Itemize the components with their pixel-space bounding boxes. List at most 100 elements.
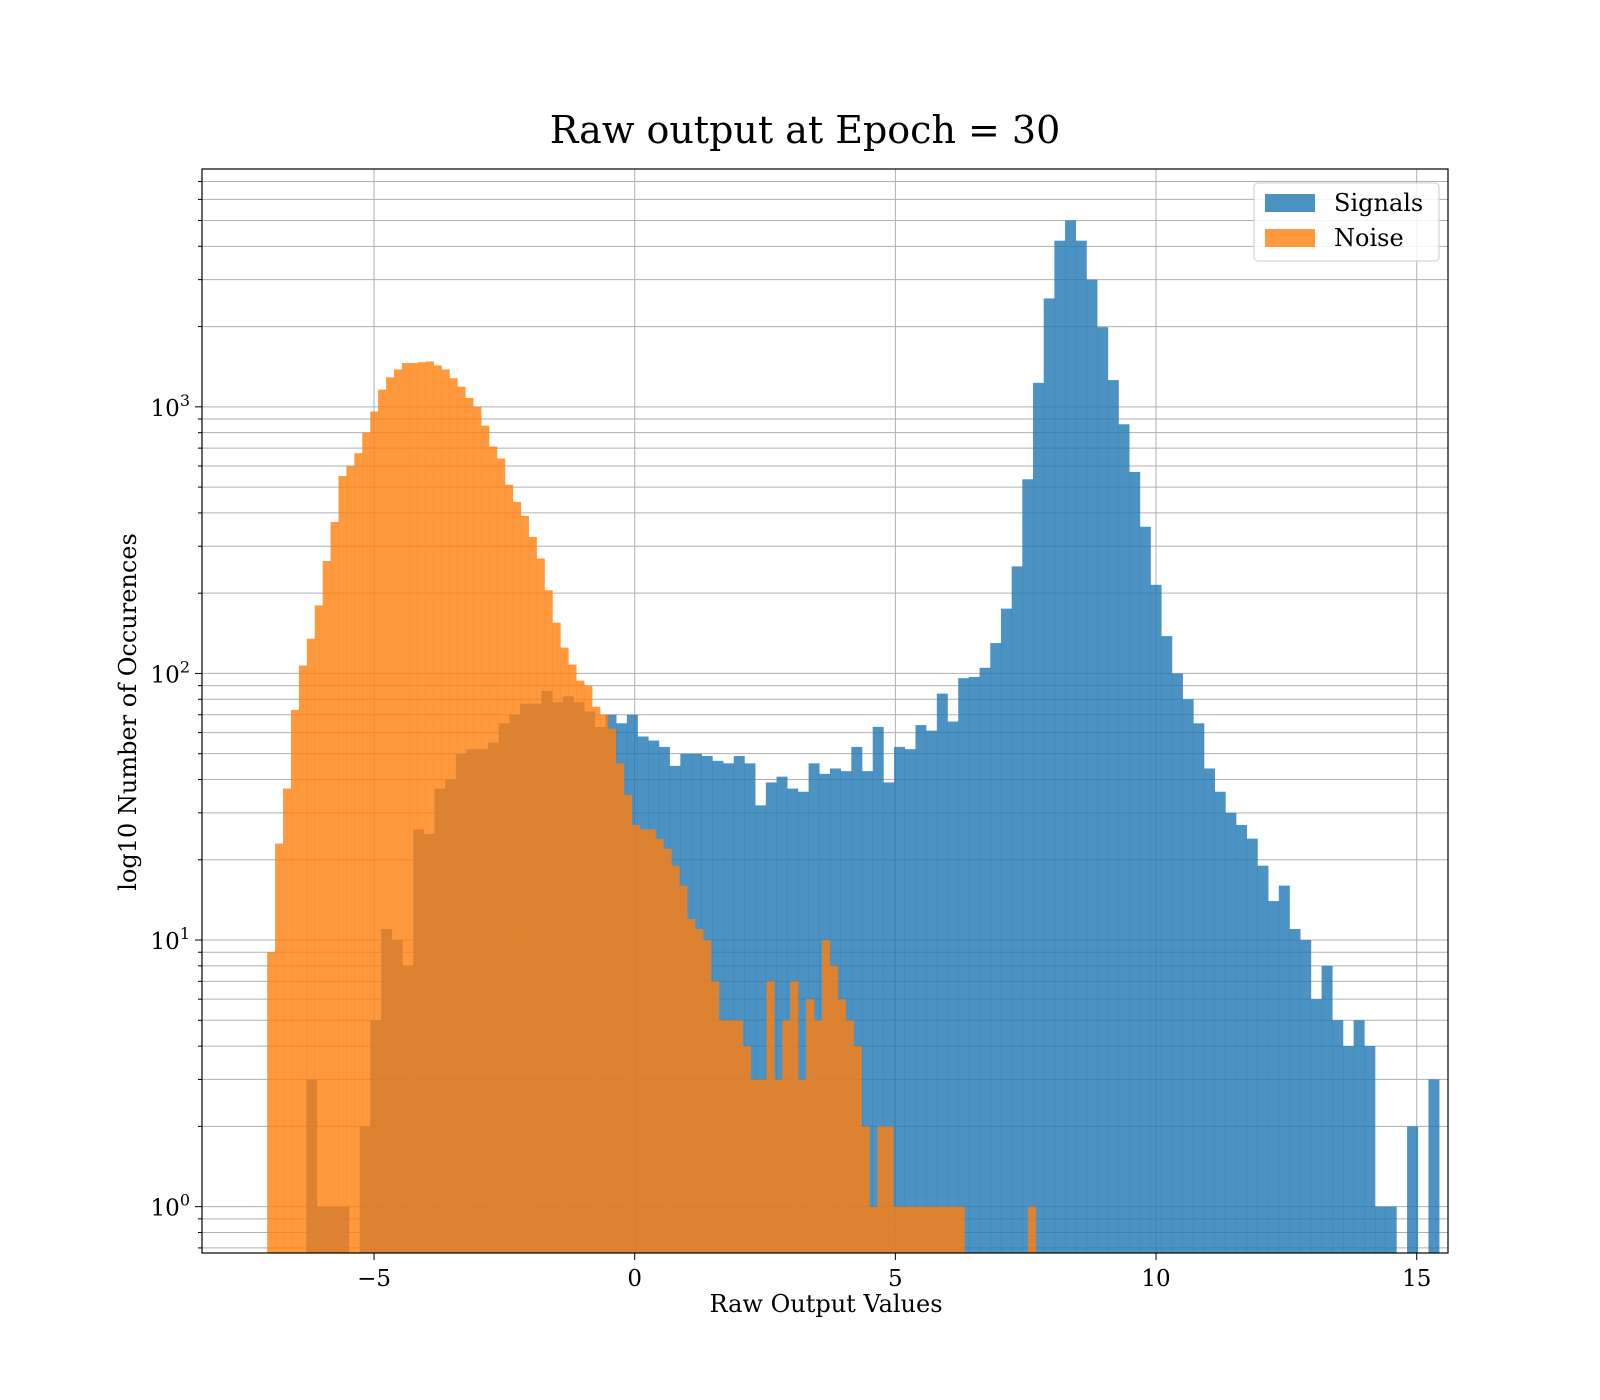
histogram-bar [755, 805, 767, 1253]
histogram-bar [1139, 526, 1151, 1253]
histogram-bar [338, 476, 347, 1253]
histogram-bar [840, 771, 852, 1253]
histogram-bar [393, 369, 403, 1253]
histogram-bar [924, 1206, 934, 1253]
chart-title: Raw output at Epoch = 30 [550, 108, 1061, 152]
histogram-bar [433, 365, 442, 1253]
histogram-bar [639, 829, 648, 1253]
histogram-bar [322, 561, 331, 1253]
histogram-bar [1353, 1020, 1365, 1253]
histogram-bar [1257, 865, 1269, 1253]
histogram-bar [552, 622, 561, 1253]
histogram-bar [909, 1206, 918, 1253]
histogram-bar [883, 782, 895, 1253]
axis-ticks: −5 0 5 10 15 100 101 102 103 [151, 181, 1431, 1292]
histogram-bar [766, 981, 775, 1253]
histogram-bar [926, 730, 938, 1253]
histogram-bar [1043, 298, 1055, 1253]
histogram-bar [894, 746, 906, 1253]
histogram-bar [901, 1206, 910, 1253]
y-tick-label: 102 [151, 657, 190, 688]
histogram-bar [790, 981, 799, 1253]
histogram-bar [710, 981, 720, 1253]
histogram-bar [607, 728, 617, 1253]
histogram-bar [932, 1206, 942, 1253]
histogram-bar [346, 465, 355, 1253]
legend-label-signals: Signals [1334, 189, 1423, 217]
histogram-bars [267, 220, 1440, 1254]
histogram-bar [504, 484, 514, 1253]
x-axis-label: Raw Output Values [709, 1290, 942, 1318]
histogram-bar [1027, 1206, 1037, 1253]
histogram-bar [1268, 901, 1280, 1253]
histogram-bar [275, 843, 284, 1253]
histogram-bar [1310, 999, 1322, 1253]
histogram-bar [1225, 812, 1237, 1253]
histogram-bar [821, 940, 831, 1253]
histogram-bar [386, 377, 395, 1254]
histogram-bar [306, 638, 316, 1253]
plot-frame [201, 168, 1449, 1254]
histogram-bar [968, 676, 980, 1253]
histogram-bar [1129, 471, 1141, 1254]
histogram-bar [441, 369, 450, 1253]
y-tick-label: 103 [151, 391, 190, 422]
histogram-bar [798, 1079, 807, 1253]
histogram-bar [774, 1079, 783, 1253]
histogram-bar [782, 1020, 791, 1253]
histogram-bar [1075, 240, 1087, 1254]
histogram-bar [1375, 1206, 1386, 1253]
histogram-bar [370, 411, 379, 1253]
histogram-bar [330, 521, 339, 1253]
histogram-bar [837, 999, 846, 1253]
histogram-bar [663, 848, 672, 1253]
histogram-bar [776, 776, 788, 1253]
x-tick-label: 10 [1141, 1266, 1170, 1292]
histogram-bar [1342, 1046, 1354, 1253]
histogram-bar [481, 425, 490, 1253]
histogram-bar [1161, 636, 1173, 1253]
histogram-bar [733, 756, 745, 1253]
histogram-bar [758, 1079, 767, 1253]
histogram-bar [1407, 1126, 1419, 1253]
x-tick-label: −5 [357, 1266, 391, 1292]
histogram-bar [584, 685, 593, 1253]
legend: Signals Noise [1253, 182, 1440, 262]
histogram-bar [496, 458, 506, 1253]
histogram-bar [457, 386, 466, 1254]
histogram-bar [845, 1020, 854, 1253]
histogram-bar [631, 825, 640, 1253]
histogram-bar [1246, 838, 1258, 1253]
histogram-bar [956, 1206, 965, 1253]
histogram-bar [872, 726, 884, 1253]
histogram-bar [723, 763, 735, 1253]
histogram-bar [425, 361, 434, 1253]
histogram-bar [528, 536, 537, 1253]
histogram-bar [916, 1206, 926, 1253]
histogram-bar [1193, 723, 1205, 1253]
histogram-bar [734, 1020, 743, 1253]
histogram-bar [861, 1126, 870, 1253]
histogram-bar [990, 643, 1002, 1253]
histogram-bar [378, 389, 387, 1254]
histogram-bar [1033, 382, 1045, 1254]
histogram-bar [362, 432, 371, 1253]
histogram-bar [742, 1046, 751, 1253]
histogram-bar [465, 397, 474, 1253]
legend-label-noise: Noise [1334, 224, 1404, 252]
histogram-bar [576, 680, 585, 1253]
histogram-bar [703, 940, 712, 1253]
histogram-bar [948, 1206, 957, 1253]
histogram-bar [417, 362, 426, 1253]
histogram-bar [520, 515, 529, 1253]
histogram-bar [409, 363, 419, 1254]
histogram-bar [853, 1046, 862, 1253]
histogram-bar [1236, 825, 1248, 1253]
histogram-bar [568, 664, 577, 1253]
y-tick-label: 100 [151, 1191, 190, 1222]
histogram-bar [473, 406, 482, 1253]
histogram-bar [1097, 327, 1109, 1253]
histogram-bar [592, 706, 601, 1253]
histogram-bar [536, 558, 545, 1253]
histogram-bar [718, 1020, 728, 1253]
